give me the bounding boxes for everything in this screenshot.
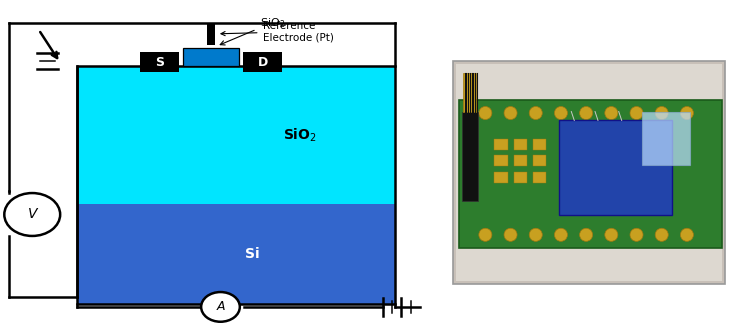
Circle shape — [630, 228, 643, 241]
Circle shape — [579, 107, 593, 119]
Text: Si: Si — [245, 247, 259, 261]
Circle shape — [504, 107, 517, 119]
Circle shape — [630, 107, 643, 119]
Bar — [559, 120, 672, 215]
Text: V: V — [27, 208, 37, 221]
Text: A: A — [216, 300, 225, 314]
Bar — [183, 48, 239, 66]
Bar — [140, 52, 179, 72]
Bar — [243, 52, 282, 72]
Bar — [533, 172, 546, 183]
Bar — [463, 73, 476, 112]
Text: D: D — [257, 55, 268, 69]
Bar — [77, 204, 396, 304]
Bar — [207, 23, 215, 45]
Bar — [494, 139, 508, 150]
Polygon shape — [459, 100, 722, 248]
Circle shape — [680, 228, 694, 241]
Bar — [533, 139, 546, 150]
Circle shape — [655, 107, 668, 119]
Circle shape — [479, 228, 492, 241]
Circle shape — [554, 107, 568, 119]
Circle shape — [529, 107, 542, 119]
Bar — [514, 139, 527, 150]
Text: Reference
Electrode (Pt): Reference Electrode (Pt) — [221, 21, 333, 43]
Bar — [642, 112, 690, 165]
Text: SiO$_2$: SiO$_2$ — [283, 126, 317, 144]
Text: S: S — [155, 55, 164, 69]
Circle shape — [554, 228, 568, 241]
Circle shape — [4, 193, 60, 236]
Circle shape — [605, 107, 618, 119]
Bar — [494, 172, 508, 183]
Bar — [456, 64, 722, 281]
Circle shape — [479, 107, 492, 119]
Bar — [514, 172, 527, 183]
Bar — [514, 155, 527, 167]
Circle shape — [655, 228, 668, 241]
Circle shape — [504, 228, 517, 241]
Circle shape — [605, 228, 618, 241]
Circle shape — [201, 292, 240, 322]
Circle shape — [680, 107, 694, 119]
Bar — [77, 66, 396, 304]
Bar — [462, 112, 478, 201]
Bar — [533, 155, 546, 167]
Bar — [77, 66, 396, 204]
Bar — [494, 155, 508, 167]
Text: SiO$_2$: SiO$_2$ — [220, 16, 285, 45]
Circle shape — [579, 228, 593, 241]
Circle shape — [529, 228, 542, 241]
Bar — [453, 61, 725, 284]
